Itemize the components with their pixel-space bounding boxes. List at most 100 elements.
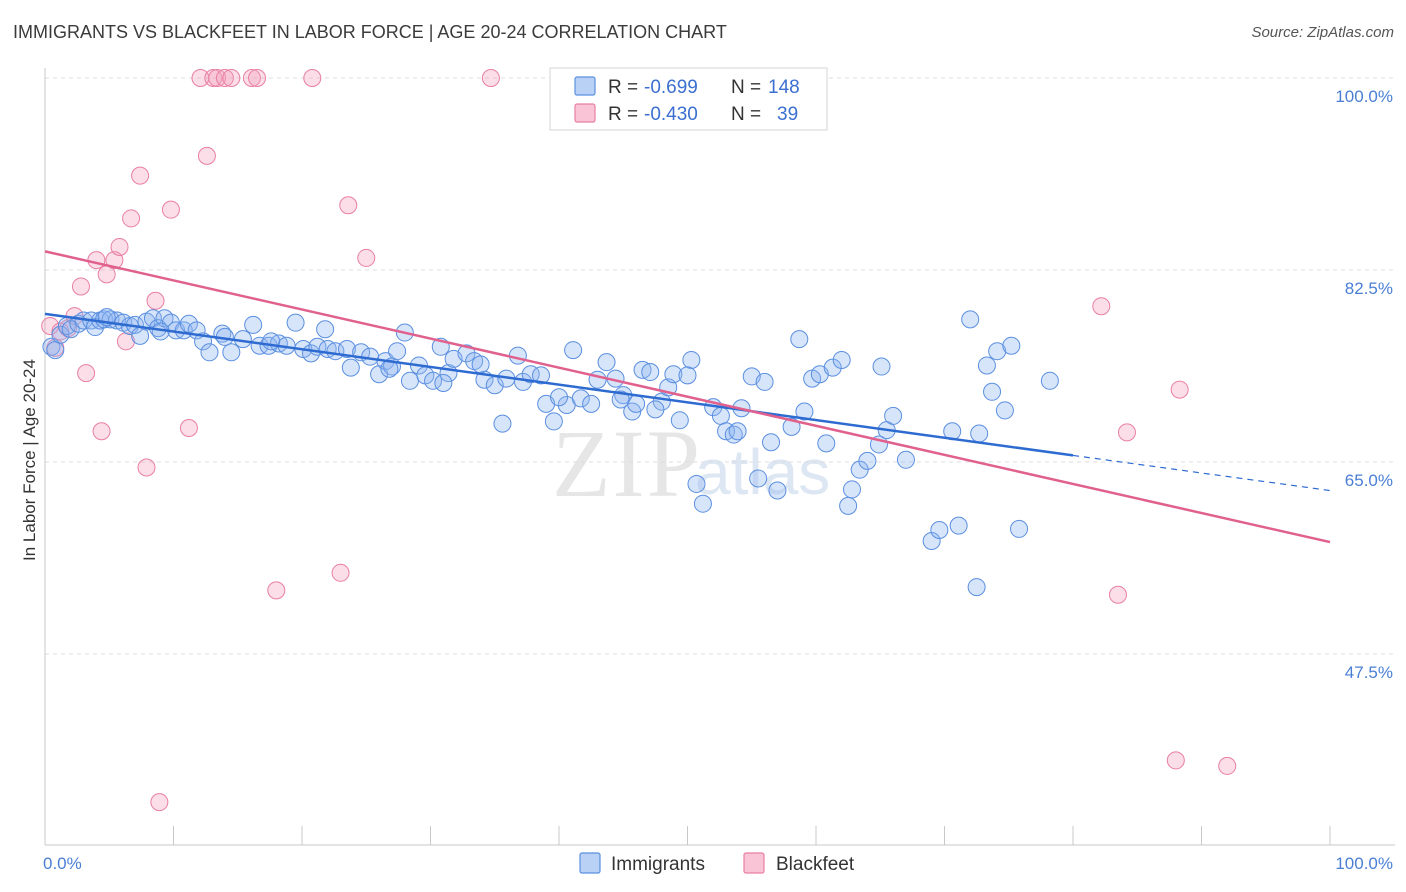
blackfeet-point <box>197 146 216 165</box>
immigrants-point <box>46 341 65 360</box>
immigrants-point <box>262 332 281 351</box>
immigrants-point <box>930 521 949 540</box>
y-tick-label: 82.5% <box>1345 279 1393 298</box>
legend-blackfeet-n-label: N = <box>731 104 761 125</box>
blackfeet-point <box>137 458 156 477</box>
blackfeet-point <box>303 69 322 87</box>
immigrants-point <box>749 469 768 488</box>
immigrants-point <box>434 374 453 393</box>
immigrants-point <box>983 382 1002 401</box>
watermark-atlas: atlas <box>695 436 830 508</box>
y-tick-labels: 100.0% 82.5% 65.0% 47.5% <box>1335 87 1393 682</box>
immigrants-point <box>817 434 836 453</box>
immigrants-point <box>471 355 490 374</box>
blackfeet-point <box>331 563 350 582</box>
immigrants-point <box>896 450 915 469</box>
immigrants-point <box>995 401 1014 420</box>
x-tick-label: 0.0% <box>43 854 82 873</box>
immigrants-point <box>728 422 747 441</box>
immigrants-point <box>1010 519 1029 538</box>
blackfeet-point <box>110 237 129 256</box>
immigrants-point <box>532 366 551 385</box>
blackfeet-point <box>242 69 261 87</box>
blackfeet-point <box>215 69 234 87</box>
bottom-legend-swatch-immigrants <box>579 852 601 874</box>
immigrants-point <box>571 389 590 408</box>
immigrants-point <box>884 406 903 425</box>
immigrants-point <box>670 411 689 430</box>
immigrants-point <box>388 342 407 361</box>
immigrants-point <box>51 325 70 344</box>
blackfeet-point <box>161 200 180 219</box>
blackfeet-point <box>267 581 286 600</box>
legend-swatch-immigrants <box>574 76 596 96</box>
immigrants-point <box>222 343 241 362</box>
immigrants-point <box>872 357 891 376</box>
immigrants-point <box>611 390 630 409</box>
immigrants-point <box>795 402 814 421</box>
blackfeet-point <box>1117 423 1136 442</box>
immigrants-point <box>961 310 980 329</box>
legend-swatch-blackfeet <box>574 103 596 123</box>
blackfeet-point <box>122 209 141 228</box>
x-tick-label: 100.0% <box>1335 854 1393 873</box>
immigrants-point <box>641 363 660 382</box>
immigrants-point <box>457 344 476 363</box>
immigrants-point <box>977 356 996 375</box>
blackfeet-point <box>208 69 227 87</box>
immigrants-trend-extension <box>1072 454 1331 492</box>
source-label: Source: ZipAtlas.com <box>1251 24 1394 41</box>
immigrants-point <box>582 394 601 413</box>
top-legend: R = -0.699 N = 148 R = -0.430 N = 39 <box>549 67 828 131</box>
legend-blackfeet-r-value: -0.430 <box>644 104 698 125</box>
immigrants-point <box>341 358 360 377</box>
legend-immigrants-n-value: 148 <box>768 77 800 98</box>
y-tick-label: 65.0% <box>1345 471 1393 490</box>
immigrants-trend-line <box>44 312 1074 457</box>
immigrants-point <box>949 516 968 535</box>
blackfeet-point <box>71 277 90 296</box>
blackfeet-point <box>339 196 358 215</box>
immigrants-point <box>858 451 877 470</box>
bottom-legend-swatch-blackfeet <box>743 852 765 874</box>
immigrants-point <box>970 424 989 443</box>
legend-blackfeet-n-value: 39 <box>777 104 798 125</box>
immigrants-point <box>544 412 563 431</box>
immigrants-point <box>493 414 512 433</box>
legend-immigrants-r-label: R = <box>608 77 638 98</box>
immigrants-point <box>550 388 568 407</box>
immigrants-point <box>842 480 861 499</box>
blackfeet-point <box>150 793 169 812</box>
blackfeet-point <box>481 69 500 87</box>
immigrants-point <box>711 406 730 425</box>
immigrants-point <box>762 433 781 452</box>
blackfeet-points <box>41 69 1237 812</box>
immigrants-point <box>179 314 198 333</box>
immigrants-point <box>646 400 665 419</box>
y-tick-label: 100.0% <box>1335 87 1393 106</box>
immigrants-point <box>400 371 419 390</box>
y-tick-label: 47.5% <box>1345 663 1393 682</box>
immigrants-point <box>627 394 646 413</box>
legend-immigrants-r-value: -0.699 <box>644 77 698 98</box>
immigrants-point <box>244 315 263 334</box>
immigrants-point <box>832 350 851 369</box>
bottom-legend-blackfeet: Blackfeet <box>776 854 855 875</box>
trend-lines <box>44 250 1331 544</box>
y-axis-title: In Labor Force | Age 20-24 <box>20 359 39 561</box>
immigrants-point <box>597 353 616 372</box>
blackfeet-point <box>248 69 267 87</box>
immigrants-points <box>42 308 1059 597</box>
axes <box>44 68 1395 846</box>
bottom-legend: Immigrants Blackfeet <box>579 852 855 875</box>
legend-immigrants-n-label: N = <box>731 77 761 98</box>
immigrants-point <box>664 365 683 384</box>
grid-lines <box>45 77 1395 655</box>
immigrants-point <box>286 313 305 332</box>
blackfeet-point <box>92 422 111 441</box>
immigrants-point <box>693 494 712 513</box>
immigrants-point <box>839 496 858 515</box>
immigrants-point <box>633 360 652 379</box>
immigrants-point <box>200 343 219 362</box>
blackfeet-point <box>116 332 135 351</box>
